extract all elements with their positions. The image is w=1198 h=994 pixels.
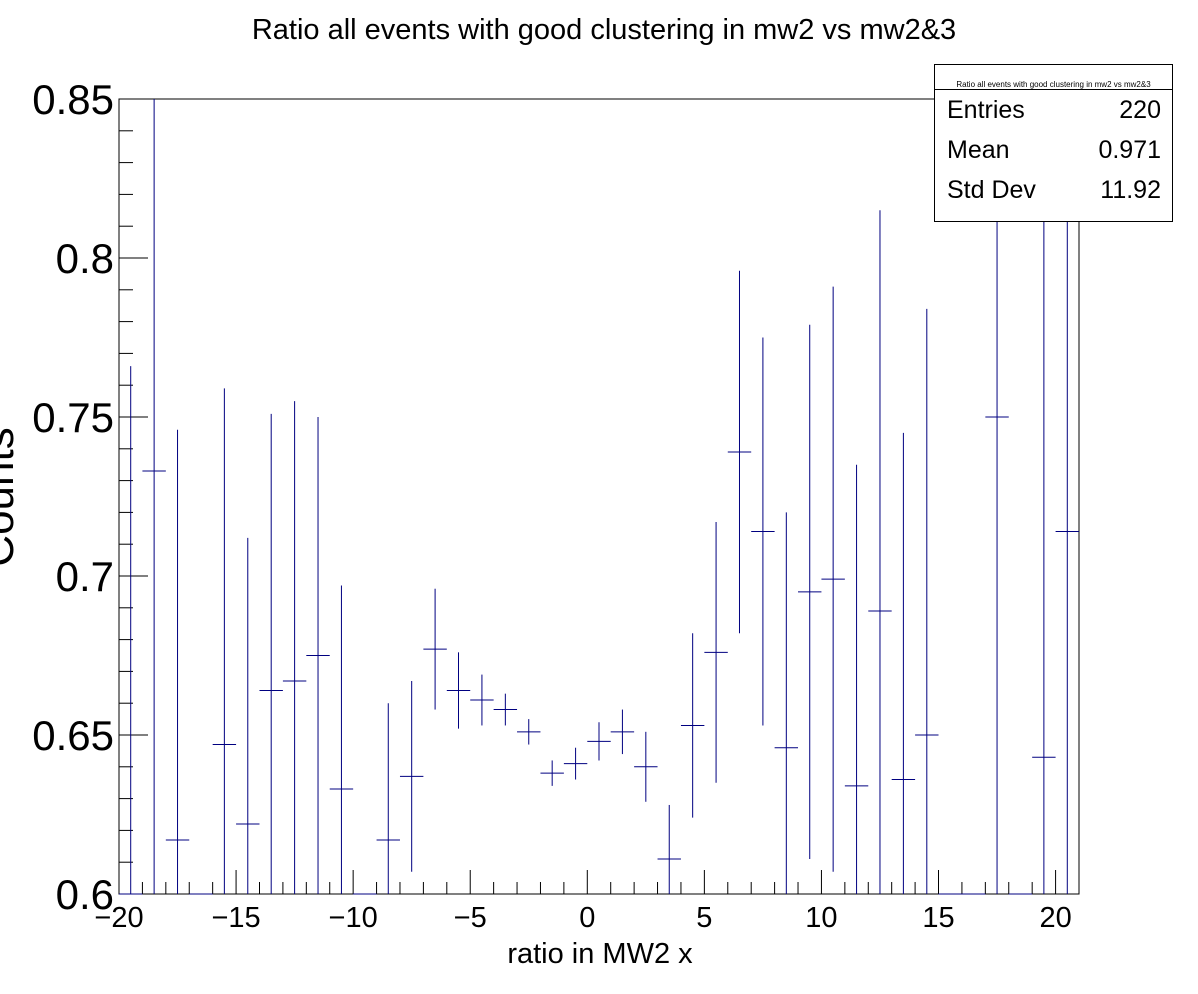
y-tick-label: 0.85 [32,76,114,123]
stats-value: 11.92 [1100,176,1161,204]
stats-label: Mean [947,136,1010,164]
data-point [517,719,541,745]
x-tick-label: −20 [94,902,143,934]
stats-label: Entries [947,96,1025,124]
data-point [165,429,190,894]
data-point [587,722,611,761]
data-point [329,585,354,894]
data-point [844,464,869,894]
x-axis-label: ratio in MW2 x [507,938,693,970]
y-tick-label: 0.65 [32,712,114,759]
data-point [1055,99,1079,894]
data-point [376,703,400,894]
stats-row-mean: Mean 0.971 [935,130,1172,170]
data-point [259,413,283,894]
data-point [212,388,237,894]
data-point [306,417,330,894]
data-point [798,324,822,860]
data-point [236,537,260,894]
x-tick-label: −15 [211,902,260,934]
y-axis-label: Counts [0,427,23,566]
x-tick-label: 5 [696,902,712,934]
stats-row-stddev: Std Dev 11.92 [935,170,1172,210]
data-point [704,521,728,783]
data-point [680,633,705,818]
stats-value: 220 [1119,96,1161,124]
plot-frame [118,98,1080,895]
data-point [563,747,588,780]
stats-value: 0.971 [1098,136,1161,164]
x-tick-label: 0 [579,902,595,934]
stats-label: Std Dev [947,176,1036,204]
data-point [399,680,424,872]
data-point [282,401,307,894]
y-tick-label: 0.7 [56,553,114,600]
data-point [727,270,752,634]
x-tick-label: 20 [1039,902,1071,934]
data-point [751,337,775,726]
data-point [493,693,518,726]
data-point [610,709,635,755]
data-point [634,731,658,802]
data-point [868,210,892,894]
x-tick-label: −5 [454,902,487,934]
data-point [446,652,471,729]
data-point [915,308,939,894]
data-point [774,512,799,894]
stats-row-entries: Entries 220 [935,90,1172,130]
stats-box: Ratio all events with good clustering in… [934,64,1173,222]
x-tick-label: 15 [922,902,954,934]
y-tick-label: 0.75 [32,394,114,441]
data-point [470,674,494,726]
data-point [540,760,564,786]
data-point [657,804,681,894]
x-tick-label: 10 [805,902,837,934]
x-tick-label: −10 [329,902,378,934]
y-tick-label: 0.6 [56,871,114,918]
data-point [891,432,916,894]
data-point [1032,121,1056,894]
data-point [423,588,447,710]
chart-title: Ratio all events with good clustering in… [251,14,957,46]
data-point [985,99,1009,894]
y-tick-label: 0.8 [56,235,114,282]
data-point [821,286,845,872]
data-point [119,366,143,895]
data-point [142,99,166,894]
stats-title: Ratio all events with good clustering in… [935,65,1172,90]
